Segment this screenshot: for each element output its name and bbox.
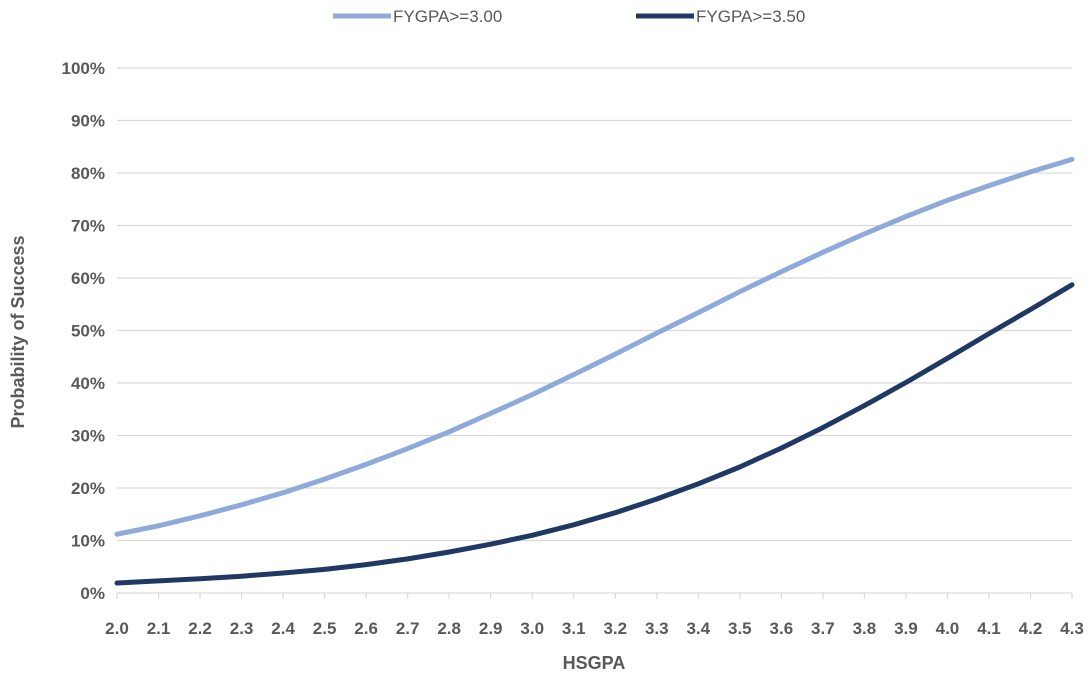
- x-tick-label: 3.0: [520, 619, 544, 638]
- x-tick-label: 4.2: [1019, 619, 1043, 638]
- x-tick-label: 2.3: [230, 619, 254, 638]
- legend-label-fygpa-3-00: FYGPA>=3.00: [393, 7, 502, 26]
- y-tick-label: 80%: [71, 164, 105, 183]
- y-tick-label: 20%: [71, 479, 105, 498]
- x-tick-label: 2.1: [147, 619, 171, 638]
- gridlines: [117, 67, 1072, 594]
- legend: FYGPA>=3.00 FYGPA>=3.50: [333, 7, 805, 26]
- x-tick-label: 2.6: [354, 619, 378, 638]
- y-tick-label: 40%: [71, 374, 105, 393]
- y-tick-label: 90%: [71, 112, 105, 131]
- x-tick-label: 2.4: [271, 619, 295, 638]
- x-tick-label: 2.2: [188, 619, 212, 638]
- y-tick-label: 10%: [71, 532, 105, 551]
- x-tick-label: 3.6: [770, 619, 794, 638]
- x-tick-label: 2.8: [437, 619, 461, 638]
- x-tick-label: 3.1: [562, 619, 586, 638]
- series-line-fygpa-3-50: [114, 282, 1075, 586]
- series-line-fygpa-3-00: [114, 156, 1075, 537]
- y-tick-label: 70%: [71, 217, 105, 236]
- x-tick-label: 3.2: [603, 619, 627, 638]
- x-tick-label: 2.5: [313, 619, 337, 638]
- x-tick-label: 3.5: [728, 619, 752, 638]
- x-tick-label: 4.3: [1060, 619, 1084, 638]
- y-tick-label: 30%: [71, 427, 105, 446]
- x-tick-label: 3.3: [645, 619, 669, 638]
- x-tick-label: 4.1: [977, 619, 1001, 638]
- x-tick-label: 4.0: [936, 619, 960, 638]
- x-tick-label: 3.8: [853, 619, 877, 638]
- x-tick-label: 3.7: [811, 619, 835, 638]
- y-axis-tick-labels: 0% 10% 20% 30% 40% 50% 60% 70% 80% 90% 100%: [62, 59, 105, 603]
- x-axis-title: HSGPA: [563, 653, 626, 673]
- x-axis-tick-labels: 2.0 2.1 2.2 2.3 2.4 2.5 2.6 2.7 2.8 2.9 3.0 3.1 3.2 3…: [105, 593, 1084, 638]
- x-tick-label: 3.4: [686, 619, 710, 638]
- x-tick-label: 2.9: [479, 619, 503, 638]
- y-tick-label: 50%: [71, 322, 105, 341]
- y-tick-label: 60%: [71, 269, 105, 288]
- x-tick-label: 2.0: [105, 619, 129, 638]
- x-tick-label: 3.9: [894, 619, 918, 638]
- series-lines: [114, 156, 1075, 586]
- y-tick-label: 0%: [80, 584, 105, 603]
- y-tick-label: 100%: [62, 59, 105, 78]
- y-axis-title: Probability of Success: [8, 235, 28, 428]
- legend-label-fygpa-3-50: FYGPA>=3.50: [696, 7, 805, 26]
- x-tick-label: 2.7: [396, 619, 420, 638]
